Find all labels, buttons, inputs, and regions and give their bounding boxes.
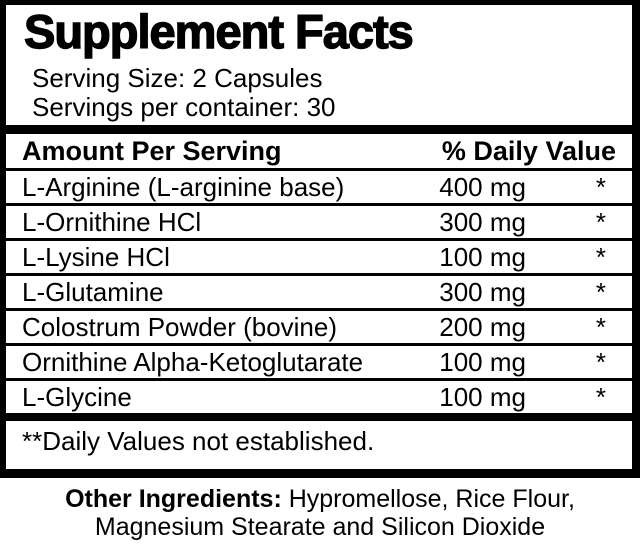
panel-title: Supplement Facts bbox=[23, 5, 414, 58]
table-row: L-Glutamine 300 mg * bbox=[6, 276, 632, 311]
ingredient-daily-value: * bbox=[595, 206, 606, 237]
ingredient-daily-value: * bbox=[595, 276, 606, 307]
other-ingredients-line2: Magnesium Stearate and Silicon Dioxide bbox=[94, 513, 546, 541]
ingredient-amount: 400 mg bbox=[439, 171, 526, 202]
thick-divider-top bbox=[6, 124, 632, 134]
ingredient-amount: 300 mg bbox=[439, 206, 526, 237]
table-row: L-Glycine 100 mg * bbox=[6, 381, 632, 413]
thick-divider-bottom bbox=[6, 412, 632, 421]
ingredient-amount: 100 mg bbox=[439, 346, 526, 377]
ingredient-daily-value: * bbox=[595, 311, 606, 342]
other-ingredients: Other Ingredients: Hypromellose, Rice Fl… bbox=[0, 478, 640, 541]
ingredient-name: L-Arginine (L-arginine base) bbox=[22, 171, 345, 202]
ingredient-name: L-Ornithine HCl bbox=[22, 206, 202, 237]
servings-per-container: Servings per container: 30 bbox=[32, 91, 336, 122]
table-row: L-Arginine (L-arginine base) 400 mg * bbox=[6, 171, 632, 206]
daily-value-footnote: **Daily Values not established. bbox=[22, 425, 375, 456]
ingredient-name: L-Lysine HCl bbox=[22, 241, 170, 272]
table-row: L-Lysine HCl 100 mg * bbox=[6, 241, 632, 276]
table-row: Colostrum Powder (bovine) 200 mg * bbox=[6, 311, 632, 346]
table-row: Ornithine Alpha-Ketoglutarate 100 mg * bbox=[6, 346, 632, 381]
ingredient-daily-value: * bbox=[595, 346, 606, 377]
ingredient-amount: 200 mg bbox=[439, 311, 526, 342]
daily-value-header: % Daily Value bbox=[441, 135, 616, 166]
ingredient-amount: 300 mg bbox=[439, 276, 526, 307]
ingredient-daily-value: * bbox=[595, 241, 606, 272]
other-ingredients-line1-text: Hypromellose, Rice Flour, bbox=[281, 485, 575, 513]
ingredient-name: L-Glutamine bbox=[22, 276, 164, 307]
ingredient-name: L-Glycine bbox=[22, 381, 132, 412]
other-ingredients-line1: Other Ingredients: Hypromellose, Rice Fl… bbox=[0, 485, 640, 513]
ingredient-name: Colostrum Powder (bovine) bbox=[22, 311, 338, 342]
ingredient-name: Ornithine Alpha-Ketoglutarate bbox=[22, 346, 364, 377]
table-row: L-Ornithine HCl 300 mg * bbox=[6, 206, 632, 241]
ingredient-amount: 100 mg bbox=[439, 241, 526, 272]
supplement-facts-panel: Supplement Facts Serving Size: 2 Capsule… bbox=[0, 0, 640, 478]
ingredient-daily-value: * bbox=[595, 171, 606, 202]
serving-size: Serving Size: 2 Capsules bbox=[32, 62, 323, 93]
table-header-row: Amount Per Serving % Daily Value bbox=[6, 134, 632, 171]
other-ingredients-label: Other Ingredients: bbox=[65, 485, 282, 513]
ingredient-daily-value: * bbox=[595, 381, 606, 412]
ingredient-amount: 100 mg bbox=[439, 381, 526, 412]
amount-per-serving-header: Amount Per Serving bbox=[22, 135, 282, 166]
panel-header: Supplement Facts Serving Size: 2 Capsule… bbox=[6, 5, 632, 122]
